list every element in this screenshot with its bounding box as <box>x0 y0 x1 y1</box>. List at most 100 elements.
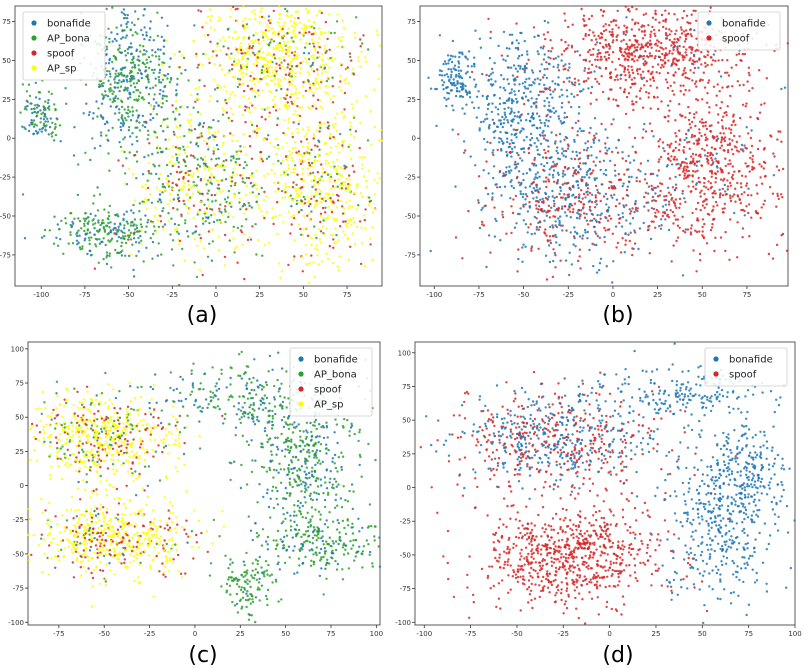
point-AP_bona <box>109 83 112 86</box>
point-AP_bona <box>325 79 329 83</box>
point-AP_sp <box>246 52 249 55</box>
point-AP_sp <box>290 59 293 63</box>
point-spoof <box>291 186 295 189</box>
point-bonafide <box>151 49 154 52</box>
point-bonafide <box>511 74 515 77</box>
point-AP_bona <box>120 241 124 244</box>
point-spoof <box>599 199 602 203</box>
point-bonafide <box>442 62 445 66</box>
point-spoof <box>614 187 617 190</box>
point-AP_sp <box>354 36 357 39</box>
point-spoof <box>548 216 552 219</box>
point-AP_sp <box>192 39 196 43</box>
point-spoof <box>312 137 315 140</box>
point-spoof <box>645 61 648 64</box>
point-bonafide <box>132 211 135 215</box>
point-spoof <box>501 216 505 219</box>
point-bonafide <box>529 90 532 93</box>
point-spoof <box>308 31 311 34</box>
point-AP_sp <box>313 276 317 279</box>
point-AP_bona <box>267 44 271 47</box>
point-bonafide <box>561 205 564 208</box>
point-bonafide <box>547 87 550 91</box>
point-spoof <box>255 124 259 128</box>
point-spoof <box>545 234 548 237</box>
point-AP_bona <box>185 155 189 158</box>
point-spoof <box>201 273 204 277</box>
point-bonafide <box>473 65 476 68</box>
point-AP_bona <box>91 223 95 226</box>
point-bonafide <box>500 74 503 77</box>
point-spoof <box>308 86 312 90</box>
point-spoof <box>581 197 584 200</box>
point-bonafide <box>646 159 650 162</box>
point-AP_sp <box>293 16 296 20</box>
point-bonafide <box>450 70 453 74</box>
point-spoof <box>698 230 701 233</box>
point-bonafide <box>169 57 172 60</box>
point-AP_bona <box>295 183 298 186</box>
point-spoof <box>240 52 243 55</box>
point-bonafide <box>505 166 508 169</box>
point-spoof <box>683 40 687 43</box>
point-AP_bona <box>196 66 199 69</box>
point-AP_sp <box>280 65 283 69</box>
point-AP_sp <box>237 79 241 82</box>
point-spoof <box>621 157 624 160</box>
point-bonafide <box>591 213 594 216</box>
point-AP_bona <box>33 110 37 114</box>
point-AP_sp <box>375 30 378 33</box>
point-spoof <box>293 255 296 258</box>
point-AP_sp <box>207 127 210 131</box>
point-bonafide <box>538 82 541 86</box>
point-AP_sp <box>256 61 259 64</box>
point-spoof <box>354 130 358 133</box>
point-spoof <box>623 88 627 91</box>
point-bonafide <box>478 37 482 40</box>
point-AP_bona <box>127 46 131 49</box>
point-spoof <box>594 184 598 188</box>
point-spoof <box>589 53 593 57</box>
point-AP_sp <box>232 112 235 116</box>
point-bonafide <box>521 67 525 71</box>
point-AP_bona <box>203 212 206 215</box>
point-spoof <box>348 52 352 55</box>
point-bonafide <box>508 92 511 95</box>
point-bonafide <box>628 208 631 211</box>
point-spoof <box>292 121 295 124</box>
point-bonafide <box>98 242 102 245</box>
point-AP_bona <box>135 109 138 112</box>
point-AP_bona <box>217 120 220 123</box>
point-AP_bona <box>108 254 111 258</box>
point-spoof <box>290 223 293 226</box>
point-bonafide <box>576 184 580 187</box>
point-spoof <box>694 153 698 156</box>
point-bonafide <box>466 91 469 95</box>
point-bonafide <box>487 234 491 237</box>
point-spoof <box>484 186 487 190</box>
point-spoof <box>287 73 291 77</box>
point-spoof <box>578 248 582 251</box>
point-bonafide <box>510 101 514 105</box>
point-bonafide <box>31 111 34 115</box>
point-AP_sp <box>186 145 189 148</box>
point-bonafide <box>578 235 582 238</box>
point-spoof <box>316 98 320 102</box>
point-bonafide <box>607 147 611 150</box>
point-spoof <box>724 127 728 130</box>
point-spoof <box>678 143 681 146</box>
point-bonafide <box>561 94 564 97</box>
point-AP_bona <box>198 165 202 168</box>
point-AP_bona <box>147 56 151 59</box>
point-spoof <box>189 154 193 157</box>
point-bonafide <box>28 124 31 127</box>
point-bonafide <box>530 84 533 87</box>
point-AP_bona <box>255 253 258 256</box>
point-bonafide <box>95 100 98 103</box>
point-AP_bona <box>134 228 137 231</box>
point-AP_bona <box>138 129 142 132</box>
point-spoof <box>747 211 750 215</box>
point-bonafide <box>604 146 607 149</box>
point-AP_bona <box>253 95 257 98</box>
point-AP_sp <box>159 172 162 176</box>
